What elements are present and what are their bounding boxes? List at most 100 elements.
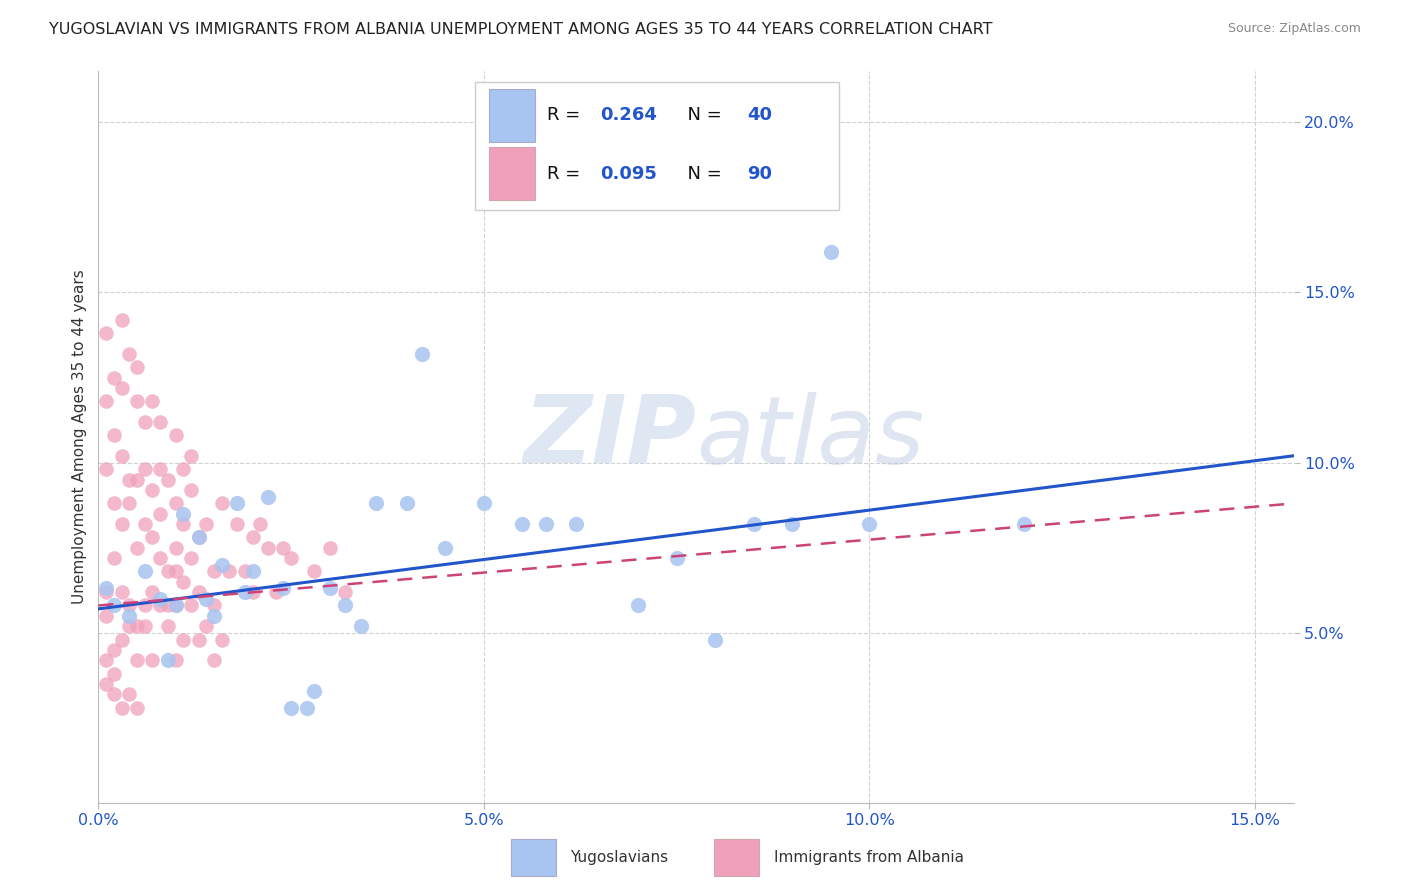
- Point: [110, 312, 132, 326]
- Point: [364, 496, 387, 510]
- Point: [472, 496, 495, 510]
- Bar: [489, 147, 534, 200]
- Point: [103, 687, 125, 701]
- Point: [149, 591, 172, 606]
- Point: [165, 428, 187, 442]
- Text: atlas: atlas: [696, 392, 924, 483]
- Point: [211, 496, 233, 510]
- Point: [349, 619, 371, 633]
- Point: [180, 449, 202, 463]
- Point: [134, 415, 156, 429]
- Point: [141, 483, 163, 497]
- Point: [156, 653, 179, 667]
- Point: [187, 531, 209, 545]
- Point: [149, 462, 172, 476]
- Point: [195, 516, 218, 531]
- Point: [125, 700, 148, 714]
- Point: [295, 700, 318, 714]
- Point: [141, 394, 163, 409]
- Point: [512, 516, 534, 531]
- Point: [180, 550, 202, 565]
- Point: [94, 653, 117, 667]
- Point: [103, 496, 125, 510]
- Point: [165, 565, 187, 579]
- Point: [187, 531, 209, 545]
- Point: [118, 608, 141, 623]
- Point: [395, 496, 418, 510]
- Point: [125, 653, 148, 667]
- Point: [156, 599, 179, 613]
- Point: [782, 516, 804, 531]
- Point: [141, 653, 163, 667]
- Point: [110, 449, 132, 463]
- Point: [149, 415, 172, 429]
- Point: [218, 565, 240, 579]
- Point: [172, 516, 194, 531]
- Text: ZIP: ZIP: [523, 391, 696, 483]
- Point: [242, 585, 264, 599]
- Point: [156, 565, 179, 579]
- Text: N =: N =: [676, 106, 727, 124]
- Point: [125, 394, 148, 409]
- Point: [195, 619, 218, 633]
- Point: [141, 585, 163, 599]
- Point: [242, 531, 264, 545]
- Text: YUGOSLAVIAN VS IMMIGRANTS FROM ALBANIA UNEMPLOYMENT AMONG AGES 35 TO 44 YEARS CO: YUGOSLAVIAN VS IMMIGRANTS FROM ALBANIA U…: [49, 22, 993, 37]
- Point: [149, 550, 172, 565]
- Point: [110, 700, 132, 714]
- Text: 0.095: 0.095: [600, 165, 657, 183]
- Point: [141, 531, 163, 545]
- Point: [202, 608, 225, 623]
- FancyBboxPatch shape: [475, 82, 839, 211]
- Point: [257, 541, 280, 555]
- Point: [125, 541, 148, 555]
- Point: [110, 381, 132, 395]
- Point: [172, 632, 194, 647]
- Point: [134, 619, 156, 633]
- Point: [94, 585, 117, 599]
- Point: [125, 360, 148, 375]
- Point: [149, 507, 172, 521]
- Point: [211, 632, 233, 647]
- Text: Source: ZipAtlas.com: Source: ZipAtlas.com: [1227, 22, 1361, 36]
- Text: N =: N =: [676, 165, 727, 183]
- Point: [304, 565, 326, 579]
- Point: [742, 516, 765, 531]
- Point: [149, 599, 172, 613]
- Point: [249, 516, 271, 531]
- Point: [103, 599, 125, 613]
- Point: [233, 565, 256, 579]
- Point: [665, 550, 688, 565]
- Point: [187, 585, 209, 599]
- Point: [165, 599, 187, 613]
- Point: [202, 599, 225, 613]
- Point: [103, 550, 125, 565]
- Bar: [489, 89, 534, 142]
- Point: [134, 565, 156, 579]
- Point: [172, 574, 194, 589]
- Point: [118, 347, 141, 361]
- Point: [280, 700, 302, 714]
- Point: [704, 632, 727, 647]
- Text: 90: 90: [748, 165, 772, 183]
- Point: [110, 585, 132, 599]
- Point: [333, 585, 356, 599]
- Point: [165, 599, 187, 613]
- Point: [1012, 516, 1035, 531]
- Point: [165, 496, 187, 510]
- Point: [172, 462, 194, 476]
- Point: [202, 565, 225, 579]
- Point: [304, 683, 326, 698]
- Text: R =: R =: [547, 165, 585, 183]
- Point: [103, 642, 125, 657]
- Text: Yugoslavians: Yugoslavians: [571, 850, 669, 865]
- Text: R =: R =: [547, 106, 585, 124]
- Point: [319, 582, 342, 596]
- Point: [94, 462, 117, 476]
- Point: [180, 483, 202, 497]
- Point: [103, 428, 125, 442]
- Point: [156, 473, 179, 487]
- Y-axis label: Unemployment Among Ages 35 to 44 years: Unemployment Among Ages 35 to 44 years: [72, 269, 87, 605]
- Point: [125, 473, 148, 487]
- Point: [94, 582, 117, 596]
